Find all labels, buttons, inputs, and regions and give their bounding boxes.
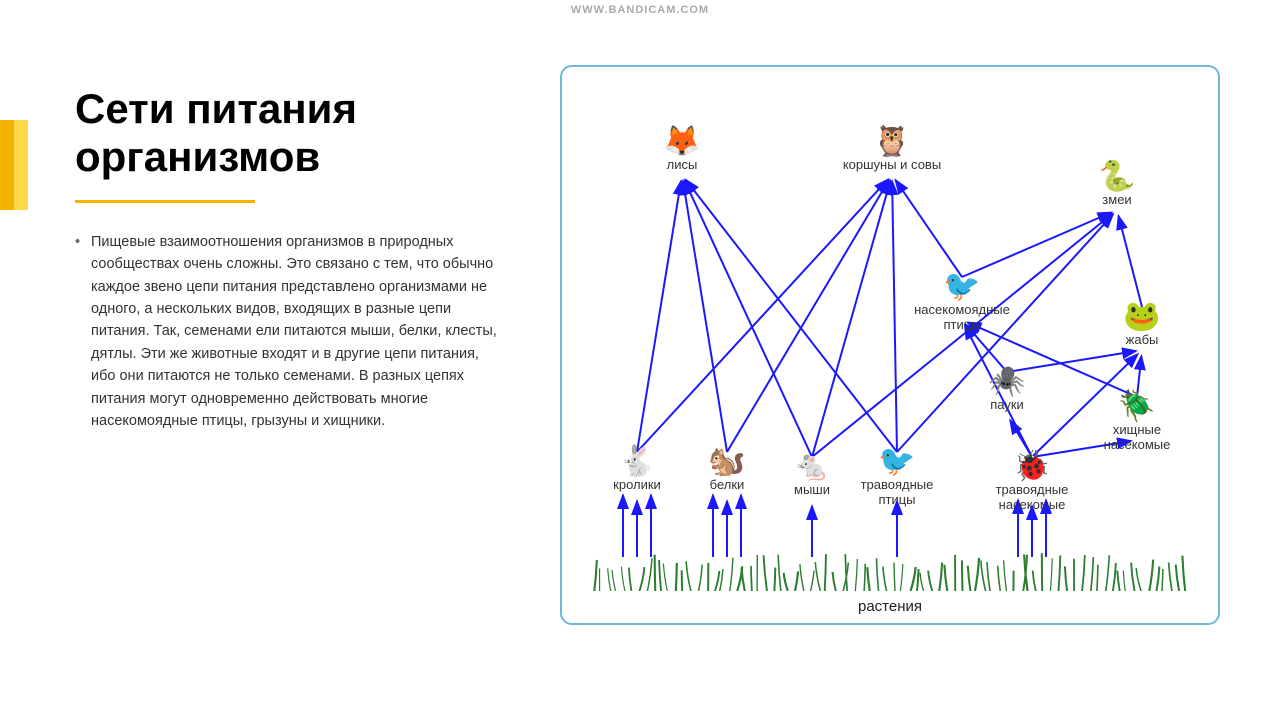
plants-label: растения	[858, 598, 922, 615]
side-accent	[0, 120, 28, 210]
body-text: Пищевые взаимоотношения организмов в при…	[75, 231, 505, 433]
food-web-diagram: растения 🦊лисы 🦉коршуны и совы 🐍змеи 🐦насек…	[560, 65, 1220, 625]
watermark: WWW.BANDICAM.COM	[571, 4, 709, 16]
node-owl: 🦉коршуны и совы	[842, 127, 942, 172]
node-rabbit: 🐇кролики	[587, 447, 687, 492]
node-herbins: 🐞травоядные насекомые	[982, 452, 1082, 512]
accent-bar-2	[14, 120, 28, 210]
node-toad: 🐸жабы	[1092, 302, 1192, 347]
node-predins: 🪲хищные насекомые	[1087, 392, 1187, 452]
node-insbird: 🐦насекомоядные птицы	[912, 272, 1012, 332]
title-underline	[75, 200, 255, 203]
node-spider: 🕷️пауки	[957, 367, 1057, 412]
accent-bar-1	[0, 120, 14, 210]
node-herbbird: 🐦травоядные птицы	[847, 447, 947, 507]
page-title: Сети питания организмов	[75, 85, 505, 182]
node-snake: 🐍змеи	[1067, 162, 1167, 207]
grass-base	[592, 551, 1188, 591]
content-left: Сети питания организмов Пищевые взаимоот…	[75, 85, 505, 433]
node-fox: 🦊лисы	[632, 127, 732, 172]
